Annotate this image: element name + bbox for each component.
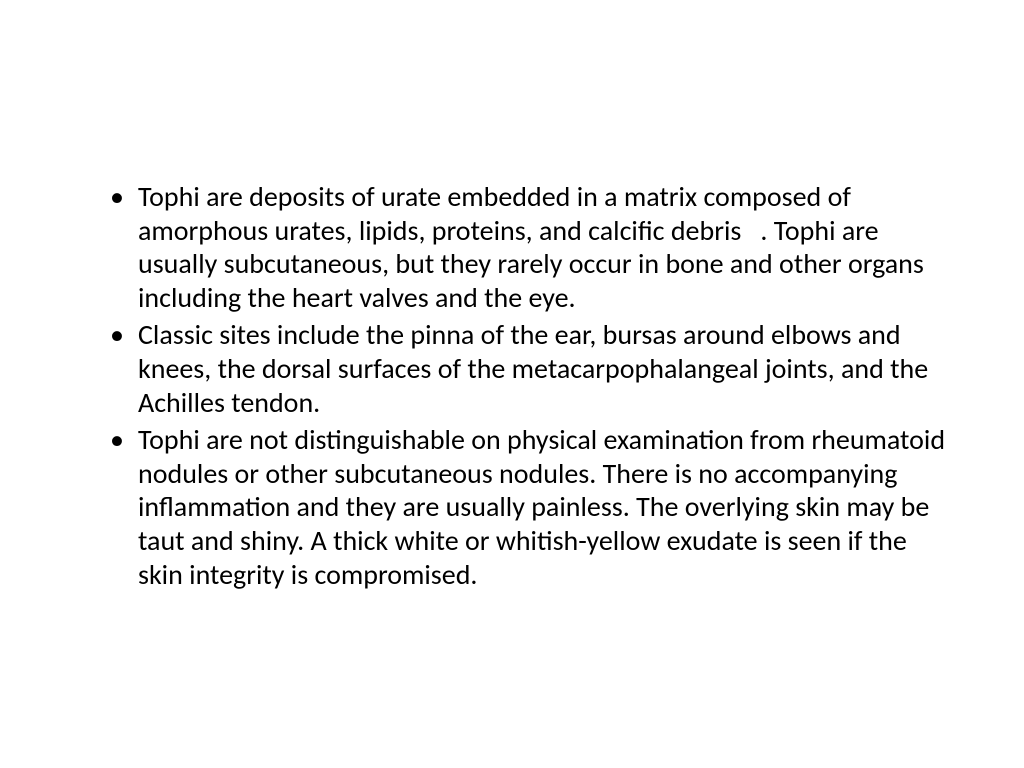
- bullet-item: Tophi are not distinguishable on physica…: [110, 423, 954, 591]
- bullet-item: Classic sites include the pinna of the e…: [110, 318, 954, 419]
- bullet-text: Classic sites include the pinna of the e…: [138, 317, 928, 419]
- bullet-item: Tophi are deposits of urate embedded in …: [110, 180, 954, 314]
- bullet-list: Tophi are deposits of urate embedded in …: [70, 180, 954, 591]
- slide-container: Tophi are deposits of urate embedded in …: [0, 0, 1024, 768]
- bullet-text: Tophi are not distinguishable on physica…: [138, 422, 945, 591]
- bullet-text: Tophi are deposits of urate embedded in …: [138, 179, 924, 315]
